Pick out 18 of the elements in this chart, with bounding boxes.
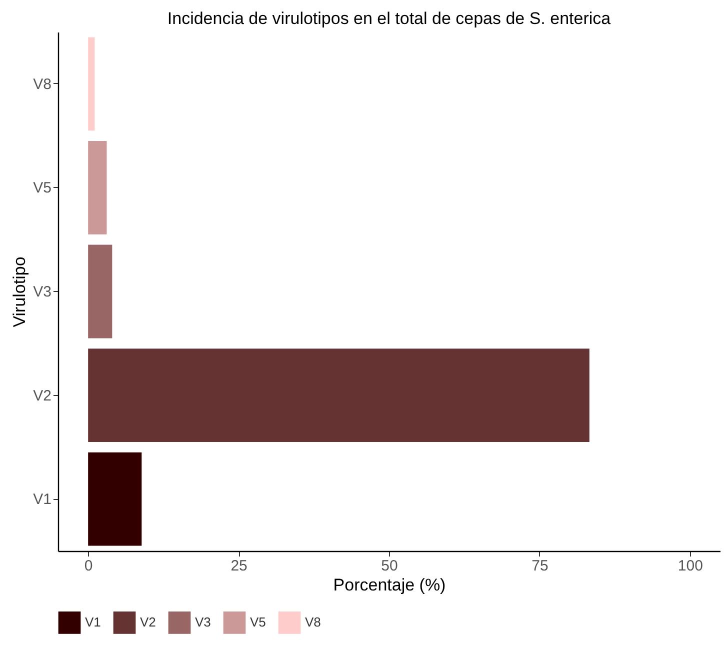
legend-label: V3 (195, 614, 211, 630)
x-tick-label: 100 (678, 558, 703, 574)
legend-label: V5 (250, 614, 266, 630)
legend-label: V1 (85, 614, 101, 630)
y-tick-label: V2 (33, 387, 52, 404)
chart-title: Incidencia de virulotipos en el total de cepas de S. enterica (167, 9, 612, 28)
x-axis-title: Porcentaje (%) (333, 576, 446, 594)
y-tick-label: V5 (33, 180, 52, 197)
x-tick-label: 75 (532, 558, 548, 574)
y-tick-label: V1 (33, 491, 52, 508)
x-tick-label: 50 (381, 558, 398, 574)
y-tick-label: V3 (33, 284, 52, 300)
y-axis-title: Virulotipo (10, 256, 30, 328)
legend-label: V2 (140, 614, 156, 630)
y-tick-label: V8 (33, 76, 52, 93)
legend-label: V8 (305, 614, 321, 630)
x-tick-label: 25 (230, 558, 248, 574)
x-tick-label: 0 (84, 558, 93, 574)
